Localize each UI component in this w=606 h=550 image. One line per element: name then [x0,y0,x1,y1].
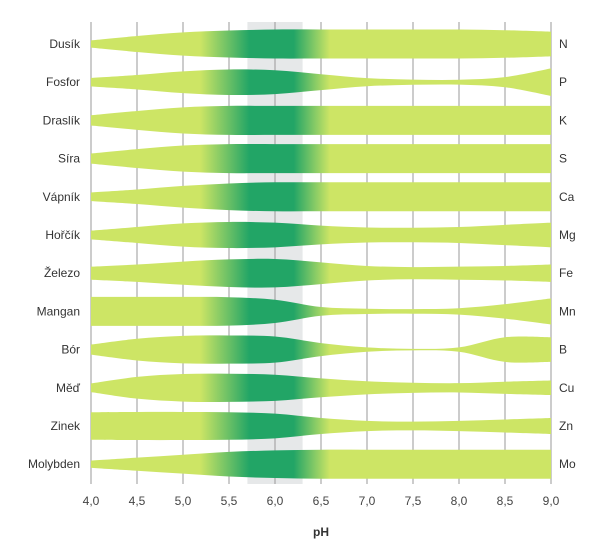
x-tick-label: 8,0 [451,494,468,508]
nutrient-band [91,335,551,364]
nutrient-band [91,411,551,441]
nutrient-band [91,68,551,96]
x-tick-label: 4,5 [129,494,146,508]
x-tick-label: 7,0 [359,494,376,508]
x-tick-label: 6,5 [313,494,330,508]
nutrient-name: Draslík [43,113,81,127]
nutrient-symbol: Zn [559,419,573,433]
nutrient-band [91,105,551,136]
x-tick-label: 9,0 [543,494,560,508]
x-tick-label: 5,5 [221,494,238,508]
x-tick-label: 7,5 [405,494,422,508]
nutrient-symbol: P [559,75,567,89]
nutrient-symbol: Mg [559,228,576,242]
nutrient-symbols: N P K S Ca Mg Fe Mn B Cu Zn Mo [559,37,576,471]
nutrient-symbol: Mo [559,457,576,471]
nutrient-symbol: N [559,37,568,51]
nutrient-name: Síra [58,152,80,166]
nutrient-symbol: Fe [559,266,573,280]
nutrient-band [91,29,551,59]
x-tick-label: 4,0 [83,494,100,508]
nutrient-band [91,373,551,402]
x-tick-label: 5,0 [175,494,192,508]
nutrient-band [91,143,551,174]
x-tick-label: 6,0 [267,494,284,508]
nutrient-name: Mangan [37,304,80,318]
x-tick-label: 8,5 [497,494,514,508]
nutrient-band [91,296,551,326]
nutrient-band [91,449,551,479]
nutrient-symbol: Mn [559,304,576,318]
x-tick-labels: 4,0 4,5 5,0 5,5 6,0 6,5 7,0 7,5 8,0 8,5 9,0 [83,494,560,508]
nutrient-names: Dusík Fosfor Draslík Síra Vápník Hořčík Železo… [28,37,81,471]
nutrient-band [91,221,551,249]
x-axis-label: pH [313,525,329,539]
nutrient-name: Hořčík [45,228,81,242]
nutrient-symbol: K [559,113,567,127]
gridlines [90,22,552,484]
nutrient-name: Bór [61,343,80,357]
nutrient-band [91,182,551,212]
nutrient-name: Molybden [28,457,80,471]
nutrient-name: Měď [56,381,81,395]
nutrient-symbol: Ca [559,190,575,204]
nutrient-name: Fosfor [46,75,80,89]
nutrient-name: Vápník [43,190,81,204]
nutrient-name: Dusík [49,37,81,51]
nutrient-name: Železo [44,265,80,280]
nutrient-name: Zinek [51,419,81,433]
nutrient-band [91,258,551,288]
nutrient-bands [91,29,551,479]
nutrient-symbol: Cu [559,381,574,395]
nutrient-symbol: S [559,152,567,166]
nutrient-symbol: B [559,343,567,357]
